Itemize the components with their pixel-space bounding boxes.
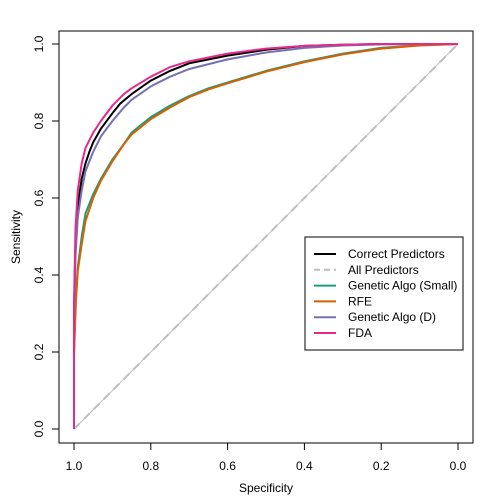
x-tick-label: 0.6 bbox=[219, 459, 236, 473]
series-line-genetic-algo-d bbox=[73, 43, 459, 429]
y-tick-label: 1.0 bbox=[32, 35, 46, 52]
y-tick-label: 0.4 bbox=[32, 266, 46, 283]
series-layer bbox=[73, 43, 459, 430]
legend-label-rfe: RFE bbox=[348, 294, 372, 308]
series-line-fda bbox=[73, 43, 458, 429]
series-line-rfe bbox=[73, 43, 459, 429]
x-axis: 1.0 0.8 0.6 0.4 0.2 0.0 bbox=[66, 442, 467, 473]
y-tick-label: 0.6 bbox=[32, 189, 46, 206]
legend-label-genetic-algo-d: Genetic Algo (D) bbox=[348, 310, 436, 324]
legend: Correct Predictors All Predictors Genetic … bbox=[304, 236, 464, 351]
y-axis: 0.0 0.2 0.4 0.6 0.8 1.0 bbox=[32, 35, 60, 437]
legend-label-fda: FDA bbox=[348, 326, 372, 340]
series-line-all-predictors bbox=[73, 43, 459, 430]
x-tick-label: 0.0 bbox=[450, 459, 467, 473]
y-axis-title: Sensitivity bbox=[9, 210, 23, 264]
x-tick-label: 1.0 bbox=[66, 459, 83, 473]
x-tick-label: 0.2 bbox=[373, 459, 390, 473]
legend-label-correct-predictors: Correct Predictors bbox=[348, 247, 445, 261]
legend-label-genetic-algo-small: Genetic Algo (Small) bbox=[348, 279, 457, 293]
legend-box bbox=[304, 236, 464, 351]
y-tick-label: 0.8 bbox=[32, 112, 46, 129]
x-tick-label: 0.8 bbox=[142, 459, 159, 473]
x-tick-label: 0.4 bbox=[296, 459, 313, 473]
x-axis-title: Specificity bbox=[239, 481, 293, 495]
legend-label-all-predictors: All Predictors bbox=[348, 263, 419, 277]
y-tick-label: 0.0 bbox=[32, 420, 46, 437]
y-tick-label: 0.2 bbox=[32, 343, 46, 360]
